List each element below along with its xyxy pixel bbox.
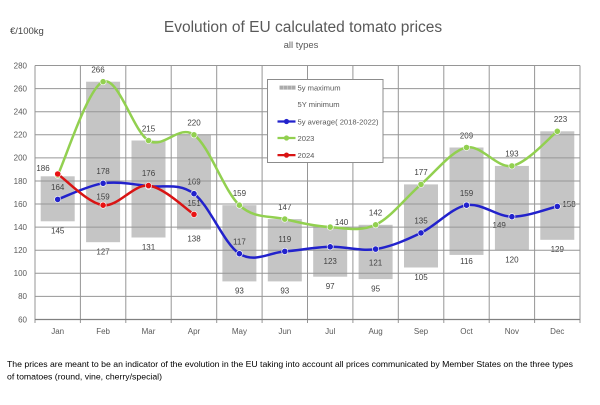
svg-text:129: 129: [551, 245, 565, 254]
svg-text:223: 223: [554, 115, 568, 124]
svg-text:123: 123: [324, 257, 338, 266]
svg-text:169: 169: [187, 178, 201, 187]
svg-text:240: 240: [14, 108, 28, 117]
svg-text:Jul: Jul: [325, 327, 335, 336]
svg-text:260: 260: [14, 84, 28, 93]
svg-text:Apr: Apr: [188, 327, 201, 336]
svg-text:160: 160: [14, 200, 28, 209]
svg-text:80: 80: [18, 292, 27, 301]
svg-text:Dec: Dec: [550, 327, 564, 336]
svg-text:€/100kg: €/100kg: [10, 26, 44, 37]
svg-text:2023: 2023: [298, 134, 315, 143]
svg-text:Oct: Oct: [460, 327, 473, 336]
svg-text:147: 147: [278, 203, 292, 212]
svg-text:159: 159: [96, 192, 110, 201]
svg-text:Aug: Aug: [368, 327, 382, 336]
svg-text:266: 266: [91, 66, 105, 75]
svg-text:140: 140: [14, 223, 28, 232]
svg-text:60: 60: [18, 315, 27, 324]
svg-text:200: 200: [14, 154, 28, 163]
svg-text:2024: 2024: [298, 151, 315, 160]
svg-text:220: 220: [14, 131, 28, 140]
svg-text:95: 95: [371, 284, 380, 293]
svg-text:Feb: Feb: [96, 327, 110, 336]
svg-text:Nov: Nov: [505, 327, 519, 336]
svg-text:215: 215: [142, 124, 156, 133]
svg-text:140: 140: [335, 218, 349, 227]
svg-text:180: 180: [14, 177, 28, 186]
svg-text:121: 121: [369, 259, 383, 268]
svg-text:of tomatoes (round, vine, cher: of tomatoes (round, vine, cherry/special…: [7, 372, 162, 382]
svg-text:120: 120: [14, 246, 28, 255]
svg-text:105: 105: [414, 273, 428, 282]
svg-text:Sep: Sep: [414, 327, 429, 336]
svg-text:131: 131: [142, 243, 156, 252]
svg-text:151: 151: [187, 199, 201, 208]
svg-text:176: 176: [142, 169, 156, 178]
svg-text:127: 127: [96, 247, 110, 256]
svg-text:159: 159: [460, 189, 474, 198]
svg-text:177: 177: [414, 168, 428, 177]
svg-text:142: 142: [369, 209, 383, 218]
svg-text:280: 280: [14, 61, 28, 70]
svg-text:The prices are meant to be an: The prices are meant to be an indicator …: [7, 359, 574, 369]
svg-text:135: 135: [414, 217, 428, 226]
svg-text:Mar: Mar: [142, 327, 156, 336]
svg-text:100: 100: [14, 269, 28, 278]
svg-text:178: 178: [96, 167, 110, 176]
svg-text:120: 120: [505, 256, 519, 265]
svg-text:93: 93: [235, 287, 244, 296]
svg-text:all types: all types: [284, 40, 319, 51]
svg-text:119: 119: [278, 235, 291, 244]
svg-text:97: 97: [326, 282, 335, 291]
svg-text:Jan: Jan: [51, 327, 64, 336]
svg-text:209: 209: [460, 131, 474, 140]
svg-text:May: May: [232, 327, 247, 336]
svg-text:5y maximum: 5y maximum: [298, 83, 341, 92]
svg-text:145: 145: [51, 227, 65, 236]
svg-text:193: 193: [505, 150, 519, 159]
svg-text:5y average( 2018-2022): 5y average( 2018-2022): [298, 117, 380, 126]
svg-text:186: 186: [36, 164, 50, 173]
svg-text:116: 116: [460, 257, 473, 266]
svg-text:138: 138: [187, 235, 201, 244]
svg-text:220: 220: [187, 119, 201, 128]
svg-text:Evolution of EU calculated tom: Evolution of EU calculated tomato prices: [164, 19, 443, 36]
svg-text:164: 164: [51, 183, 65, 192]
svg-text:5Y minimum: 5Y minimum: [298, 100, 340, 109]
svg-text:149: 149: [493, 221, 507, 230]
svg-text:117: 117: [233, 238, 246, 247]
svg-text:159: 159: [233, 189, 247, 198]
svg-text:Jun: Jun: [278, 327, 291, 336]
svg-text:93: 93: [280, 287, 289, 296]
